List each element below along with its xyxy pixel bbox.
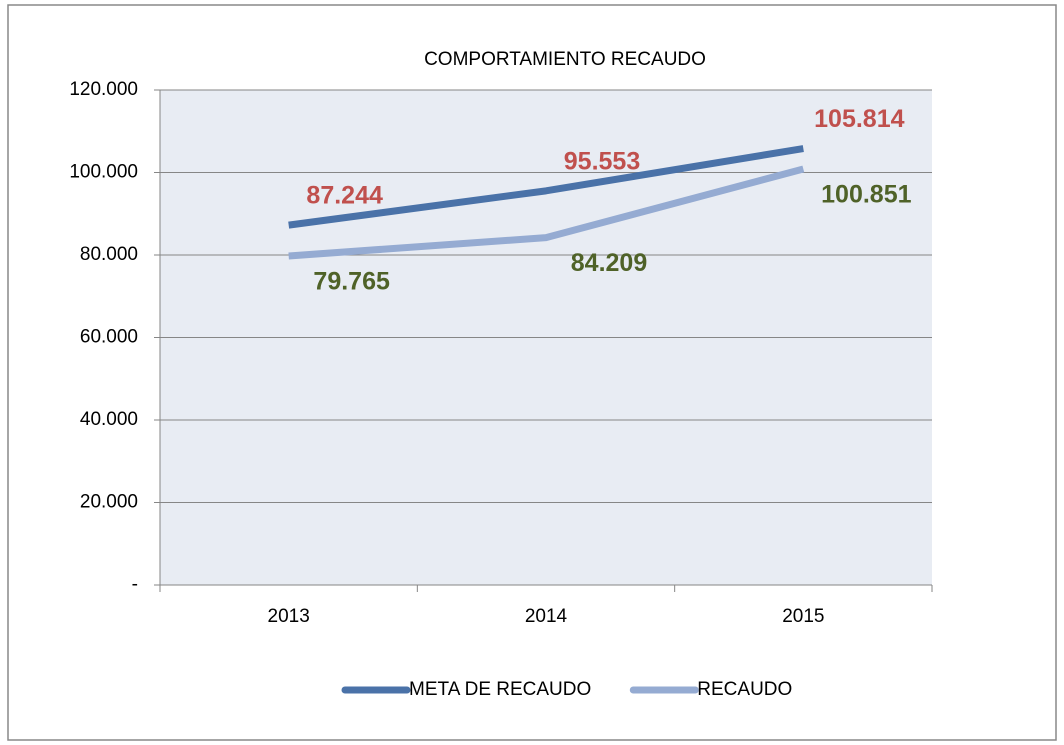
y-tick-label: 80.000 (80, 244, 138, 265)
data-label: 87.244 (306, 182, 383, 210)
y-tick-label: 100.000 (69, 162, 138, 183)
data-label: 95.553 (564, 147, 640, 175)
chart-title: COMPORTAMIENTO RECAUDO (424, 49, 706, 70)
y-tick-label: - (132, 574, 138, 595)
data-label: 79.765 (313, 268, 390, 296)
y-tick-label: 40.000 (80, 409, 138, 430)
y-tick-label: 120.000 (69, 79, 138, 100)
series-line (288, 145, 804, 229)
y-tick-label: 20.000 (80, 492, 138, 513)
x-tick-label: 2015 (782, 606, 824, 627)
x-tick-label: 2013 (268, 606, 310, 627)
legend-label: RECAUDO (697, 679, 792, 700)
x-tick-label: 2014 (525, 606, 568, 627)
legend-label: META DE RECAUDO (409, 679, 591, 700)
series-line (288, 165, 805, 260)
data-label: 84.209 (571, 249, 647, 277)
data-label: 100.851 (821, 181, 911, 209)
data-label: 105.814 (814, 105, 904, 133)
y-tick-label: 60.000 (80, 327, 138, 348)
